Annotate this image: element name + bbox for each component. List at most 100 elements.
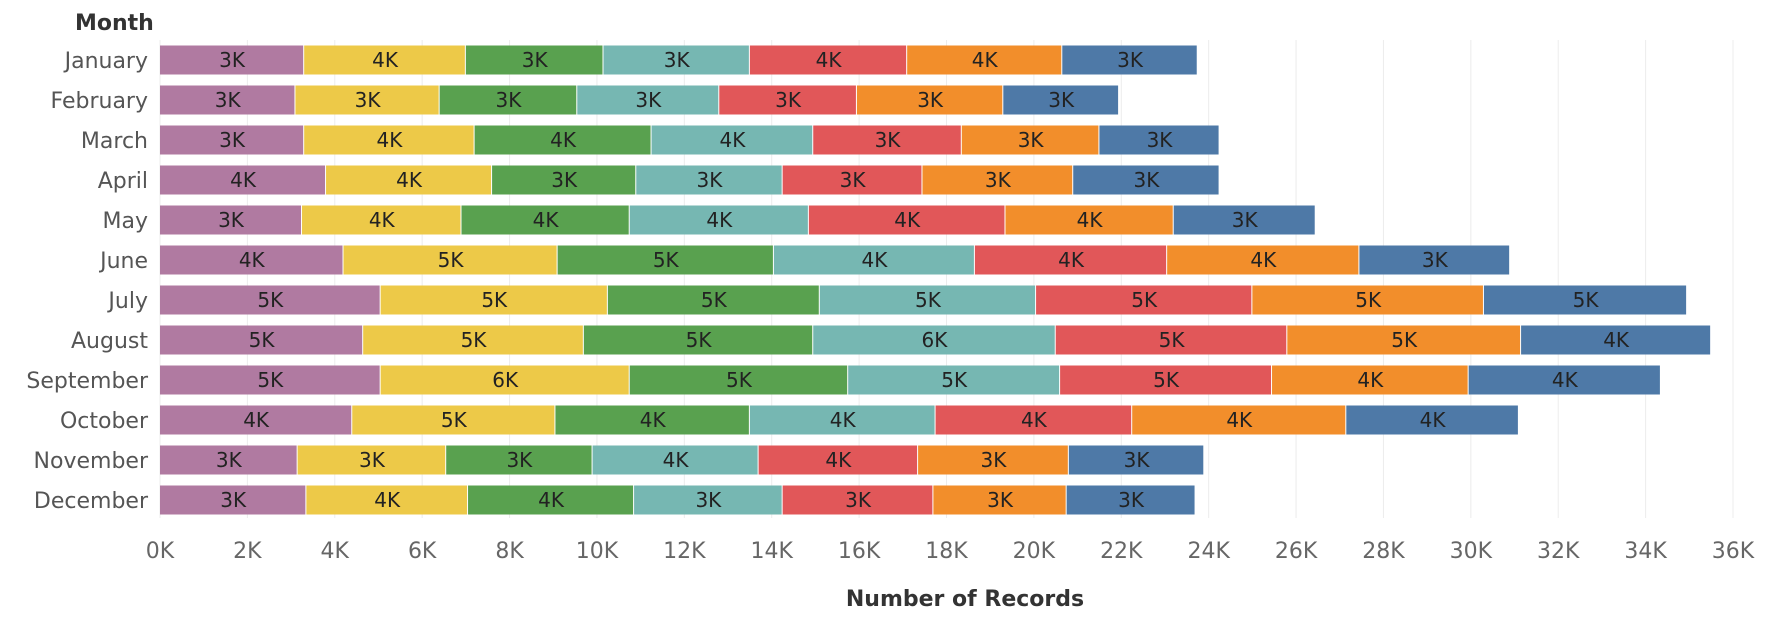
bar-segment — [848, 365, 1060, 395]
bar-segment — [304, 45, 465, 75]
bar-segment — [749, 45, 907, 75]
bar-data-label: 3K — [840, 168, 867, 192]
x-tick-label: 4K — [321, 539, 350, 564]
category-label: March — [81, 129, 148, 154]
bar-segment — [557, 245, 773, 275]
bar-segment — [782, 485, 933, 515]
bar-segment — [160, 285, 380, 315]
bar-segment — [297, 445, 446, 475]
bar-data-label: 5K — [481, 288, 508, 312]
bar-data-label: 4K — [830, 408, 857, 432]
bar-segment — [813, 325, 1055, 355]
bar-segment — [461, 205, 629, 235]
bar-segment — [160, 125, 304, 155]
bar-data-label: 4K — [640, 408, 667, 432]
bar-data-label: 4K — [816, 48, 843, 72]
bar-segment — [160, 485, 306, 515]
bar-segment — [160, 45, 304, 75]
bar-segment — [1483, 285, 1687, 315]
bar-data-label: 3K — [1118, 488, 1145, 512]
bar-segment — [492, 165, 636, 195]
bar-data-label: 5K — [1153, 368, 1180, 392]
bar-segment — [782, 165, 922, 195]
bar-data-label: 3K — [359, 448, 386, 472]
bar-segment — [1287, 325, 1521, 355]
bar-segment — [629, 205, 808, 235]
bar-segment — [304, 125, 474, 155]
bar-data-label: 3K — [216, 448, 243, 472]
bar-segment — [1132, 405, 1346, 435]
bar-segment — [439, 85, 577, 115]
bar-segment — [1359, 245, 1510, 275]
x-tick-label: 24K — [1187, 539, 1230, 564]
bar-segment — [1346, 405, 1518, 435]
bar-segment — [935, 405, 1132, 435]
bar-data-label: 3K — [985, 168, 1012, 192]
bar-data-label: 4K — [894, 208, 921, 232]
gridlines — [159, 40, 1734, 518]
bar-data-label: 5K — [1391, 328, 1418, 352]
bar-segment — [468, 485, 634, 515]
bar-data-label: 3K — [1048, 88, 1075, 112]
bar-data-label: 4K — [239, 248, 266, 272]
bar-data-label: 5K — [1573, 288, 1600, 312]
bar-data-label: 5K — [686, 328, 713, 352]
bar-segment — [474, 125, 651, 155]
bar-segment — [302, 205, 461, 235]
bar-data-label: 4K — [1077, 208, 1104, 232]
bar-segment — [819, 285, 1036, 315]
x-tick-label: 34K — [1624, 539, 1667, 564]
bar-segment — [813, 125, 961, 155]
bar-segment — [160, 85, 295, 115]
bar-segment — [634, 485, 782, 515]
bar-segment — [607, 285, 819, 315]
bar-segment — [1060, 365, 1272, 395]
category-label: December — [34, 489, 149, 514]
category-label: April — [98, 169, 148, 194]
bar-data-label: 4K — [396, 168, 423, 192]
bar-data-label: 3K — [215, 88, 242, 112]
bar-segment — [1068, 445, 1204, 475]
bar-data-label: 3K — [635, 88, 662, 112]
bar-segment — [295, 85, 439, 115]
bar-data-label: 4K — [706, 208, 733, 232]
bar-data-label: 4K — [538, 488, 565, 512]
category-labels: January February March April May June July Augu… — [26, 49, 149, 514]
x-tick-label: 22K — [1100, 539, 1143, 564]
x-tick-label: 18K — [925, 539, 968, 564]
category-label: September — [26, 369, 149, 394]
x-tick-label: 6K — [408, 539, 437, 564]
bar-data-label: 5K — [1355, 288, 1382, 312]
bar-segment — [1073, 165, 1219, 195]
bar-data-label: 3K — [697, 168, 724, 192]
bar-segment — [363, 325, 583, 355]
bar-data-label: 3K — [218, 208, 245, 232]
bar-data-label: 3K — [987, 488, 1014, 512]
bar-segment — [160, 405, 352, 435]
bar-segment — [1468, 365, 1660, 395]
category-label: October — [60, 409, 149, 434]
bar-segment — [918, 445, 1068, 475]
bar-data-label: 4K — [374, 488, 401, 512]
bar-segment — [758, 445, 918, 475]
bar-data-label: 3K — [695, 488, 722, 512]
bar-data-label: 4K — [972, 48, 999, 72]
bar-segment — [1055, 325, 1287, 355]
bar-data-label: 4K — [663, 448, 690, 472]
bar-data-label: 5K — [441, 408, 468, 432]
bar-segment — [856, 85, 1003, 115]
x-tick-label: 20K — [1013, 539, 1056, 564]
bar-data-label: 3K — [664, 48, 691, 72]
bar-segment — [961, 125, 1099, 155]
bar-segment — [160, 445, 297, 475]
bar-data-label: 5K — [438, 248, 465, 272]
bar-data-label: 3K — [1147, 128, 1174, 152]
bar-data-label: 3K — [220, 488, 247, 512]
bar-segment — [629, 365, 848, 395]
bar-data-label: 3K — [1018, 128, 1045, 152]
bar-segment — [1003, 85, 1119, 115]
bar-segment — [465, 45, 603, 75]
bar-segment — [380, 365, 629, 395]
bar-segment — [1521, 325, 1711, 355]
bar-data-label: 5K — [653, 248, 680, 272]
